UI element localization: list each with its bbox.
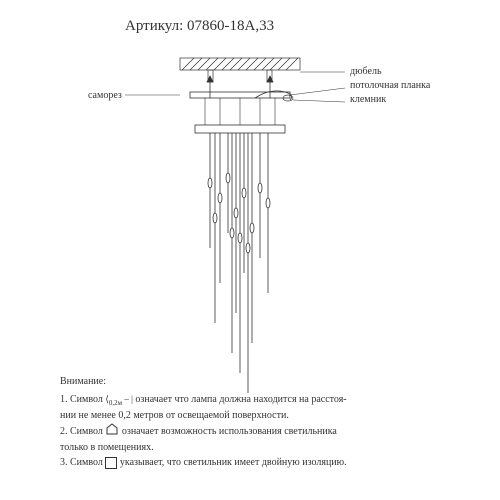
- label-samorez: саморез: [88, 90, 122, 101]
- label-dubel: дюбель: [350, 66, 382, 77]
- installation-diagram: [120, 50, 380, 400]
- note-1-line1: 1. Символ ⟨0,2м – | означает что лампа д…: [60, 392, 440, 408]
- distance-symbol: ⟨0,2м – |: [105, 394, 133, 404]
- note-1-line2: нии не менее 0,2 метров от освещаемой по…: [60, 408, 440, 423]
- house-symbol: [105, 423, 119, 440]
- article-title: Артикул: 07860-18A,33: [125, 18, 274, 35]
- square-symbol: [105, 457, 117, 469]
- label-klemnik: клемник: [350, 94, 386, 105]
- note-2-line1: 2. Символ означает возможность использов…: [60, 423, 440, 440]
- label-planka: потолочная планка: [350, 80, 430, 91]
- note-3: 3. Символ указывает, что светильник имее…: [60, 455, 440, 470]
- notes-heading: Внимание:: [60, 374, 440, 389]
- notes-section: Внимание: 1. Символ ⟨0,2м – | означает ч…: [60, 374, 440, 470]
- note-2-line2: только в помещениях.: [60, 440, 440, 455]
